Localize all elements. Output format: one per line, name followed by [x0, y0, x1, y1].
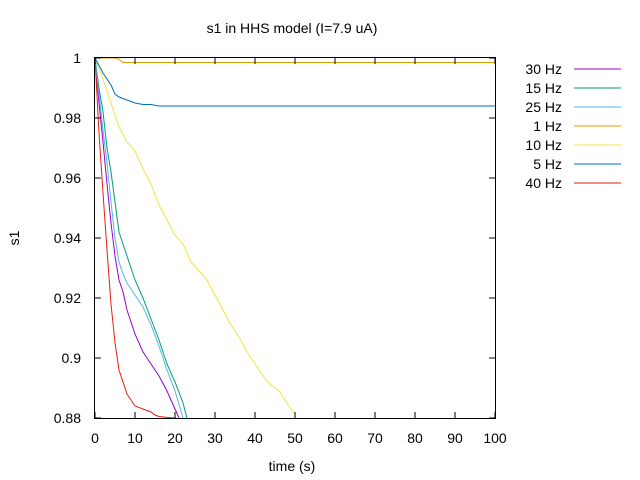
series-line-1	[94, 57, 188, 419]
legend-label: 1 Hz	[533, 118, 562, 134]
y-tick-label: 0.88	[54, 410, 81, 426]
plot-frame	[94, 57, 496, 419]
y-tick-label: 0.94	[54, 230, 81, 246]
series-line-5	[94, 57, 495, 107]
legend-label: 10 Hz	[525, 137, 562, 153]
series-line-4	[94, 57, 296, 416]
x-tick-label: 50	[287, 430, 303, 446]
x-tick-label: 60	[327, 430, 343, 446]
legend-label: 25 Hz	[525, 99, 562, 115]
legend: 30 Hz 15 Hz 25 Hz 1 Hz 10 Hz 5 Hz 40 Hz	[525, 61, 621, 191]
series-line-2	[94, 57, 184, 419]
x-tick-label: 10	[127, 430, 143, 446]
legend-label: 15 Hz	[525, 80, 562, 96]
x-tick-label: 90	[447, 430, 463, 446]
x-tick-label: 20	[167, 430, 183, 446]
series-line-6	[94, 57, 176, 419]
legend-label: 40 Hz	[525, 175, 562, 191]
x-axis-label: time (s)	[269, 458, 316, 474]
series-line-0	[94, 57, 180, 419]
legend-label: 5 Hz	[533, 156, 562, 172]
y-tick-label: 1	[73, 50, 81, 66]
y-axis-label: s1	[6, 230, 22, 245]
y-tick-label: 0.98	[54, 110, 81, 126]
plot-series	[94, 57, 495, 419]
x-tick-label: 30	[207, 430, 223, 446]
y-tick-label: 0.92	[54, 290, 81, 306]
axis-ticks: 0 10 20 30 40 50 60 70 80 90 100 0.88 0.9 0.92 0.94 0.9…	[54, 50, 507, 446]
y-tick-label: 0.9	[62, 350, 82, 366]
x-tick-label: 0	[91, 430, 99, 446]
x-tick-label: 100	[483, 430, 507, 446]
x-tick-label: 40	[247, 430, 263, 446]
x-tick-label: 80	[407, 430, 423, 446]
x-tick-label: 70	[367, 430, 383, 446]
legend-label: 30 Hz	[525, 61, 562, 77]
chart-title: s1 in HHS model (I=7.9 uA)	[207, 20, 378, 36]
y-tick-label: 0.96	[54, 170, 81, 186]
